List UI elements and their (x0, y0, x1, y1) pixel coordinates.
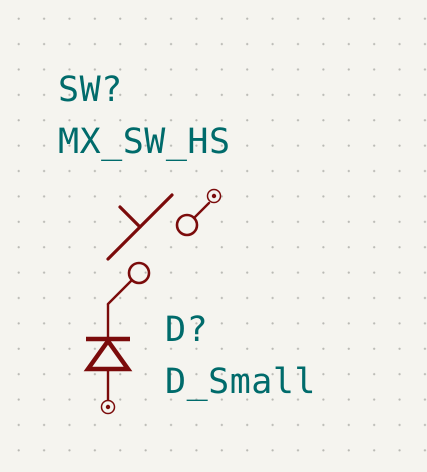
switch-symbol[interactable] (106, 193, 211, 306)
switch-plunger (118, 205, 142, 229)
pin-marker-center (105, 404, 111, 410)
switch-contact-left (127, 261, 151, 285)
switch-lead-left (106, 278, 134, 306)
switch-pin-2[interactable] (206, 188, 222, 204)
diode-value-label[interactable]: D_Small (165, 362, 317, 402)
pin-marker-center (211, 193, 217, 199)
pin-marker (100, 399, 116, 415)
diode-anode-triangle (83, 337, 133, 372)
switch-value-label[interactable]: MX_SW_HS (58, 122, 231, 162)
switch-reference-label[interactable]: SW? (58, 70, 123, 110)
diode-pin-anode[interactable] (100, 399, 116, 415)
switch-contact-right (175, 213, 199, 237)
switch-lead-right (192, 201, 211, 220)
diode-symbol[interactable] (83, 336, 133, 401)
pin-marker (206, 188, 222, 204)
diode-reference-label[interactable]: D? (165, 310, 209, 350)
